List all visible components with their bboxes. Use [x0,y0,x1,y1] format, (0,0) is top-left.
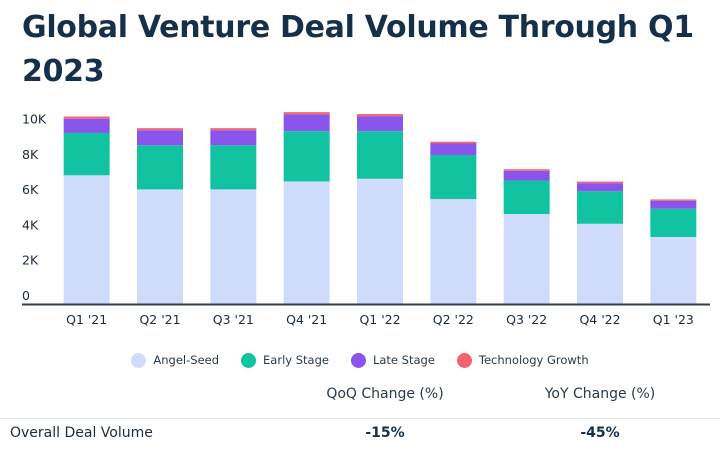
legend-item-technology-growth: Technology Growth [456,352,589,368]
x-tick-label: Q2 '22 [433,312,474,327]
bar-segment-early-stage [357,131,403,179]
bar-segment-angel-seed [357,178,403,304]
bar-segment-technology-growth [357,114,403,117]
bar-segment-angel-seed [210,189,257,304]
y-tick-label: 4K [22,217,39,232]
legend-swatch-early-stage [241,352,257,368]
y-tick-label: 2K [22,253,39,268]
x-tick-label: Q3 '21 [213,312,254,327]
legend-item-late-stage: Late Stage [350,352,435,368]
bar-segment-technology-growth [650,199,697,201]
y-tick-label: 6K [22,182,39,197]
legend-label-technology-growth: Technology Growth [478,353,589,367]
bar-segment-early-stage [577,191,623,224]
y-tick-label: 10K [22,112,47,127]
legend-swatch-angel-seed [131,352,147,368]
legend-item-early-stage: Early Stage [241,352,329,368]
bar-segment-angel-seed [137,189,183,304]
bar-segment-technology-growth [430,141,477,144]
legend-swatch-late-stage [350,352,366,368]
bar-segment-technology-growth [503,169,550,171]
x-tick-label: Q1 '23 [653,312,694,327]
row-label-overall-deal-volume: Overall Deal Volume [10,425,153,441]
bar-segment-angel-seed [430,199,477,304]
bar-segment-late-stage [357,116,403,132]
bar-segment-technology-growth [63,116,110,119]
bar-segment-angel-seed [650,236,697,304]
bar-segment-early-stage [210,145,257,190]
bar-segment-late-stage [650,200,697,209]
legend-swatch-technology-growth [456,352,472,368]
x-tick-label: Q2 '21 [139,312,180,327]
bar-segment-angel-seed [503,214,550,304]
x-tick-label: Q3 '22 [506,312,547,327]
bar-segment-early-stage [283,131,330,182]
bar-segment-late-stage [283,114,330,132]
x-tick-label: Q4 '21 [286,312,327,327]
bar-segment-early-stage [650,208,697,237]
bar-segment-angel-seed [283,181,330,304]
bar-segment-technology-growth [283,112,330,115]
x-tick-label: Q4 '22 [579,312,620,327]
bar-segment-technology-growth [137,128,183,131]
x-tick-label: Q1 '21 [66,312,107,327]
bar-segment-late-stage [503,170,550,181]
qoq-change-value: -15% [365,425,405,441]
bar-segment-late-stage [210,130,257,146]
bar-segment-late-stage [63,118,110,133]
bar-segment-early-stage [63,132,110,176]
bar-segment-early-stage [503,180,550,215]
bar-segment-angel-seed [63,175,110,304]
bar-segment-technology-growth [577,181,623,184]
legend-label-early-stage: Early Stage [263,353,329,367]
legend-item-angel-seed: Angel-Seed [131,352,220,368]
stacked-bar-chart: 0 2K 4K 6K 8K 10K Q1 '21 Q2 '21 Q3 '21 Q4 '21 Q1 '… [22,112,710,327]
bar-segment-early-stage [430,154,477,200]
legend-label-late-stage: Late Stage [372,353,435,367]
chart-title: Global Venture Deal Volume Through Q1 20… [22,10,694,89]
y-tick-label: 8K [22,147,39,162]
bar-segment-late-stage [137,130,183,146]
bar-segment-technology-growth [210,128,257,131]
bar-segment-angel-seed [577,223,623,304]
table-row: Overall Deal Volume -15% -45% [0,418,720,449]
x-tick-label: Q1 '22 [359,312,400,327]
bar-segment-early-stage [137,145,183,190]
legend-label-angel-seed: Angel-Seed [153,353,220,367]
change-table-header: QoQ Change (%) YoY Change (%) [0,380,720,410]
y-tick-label: 0 [22,288,30,303]
header-yoy-change: YoY Change (%) [544,386,656,402]
header-qoq-change: QoQ Change (%) [326,386,444,402]
bar-segment-late-stage [577,183,623,192]
bar-segment-late-stage [430,143,477,155]
yoy-change-value: -45% [580,425,620,441]
chart-legend: Angel-Seed Early Stage Late Stage Techno… [0,350,720,370]
